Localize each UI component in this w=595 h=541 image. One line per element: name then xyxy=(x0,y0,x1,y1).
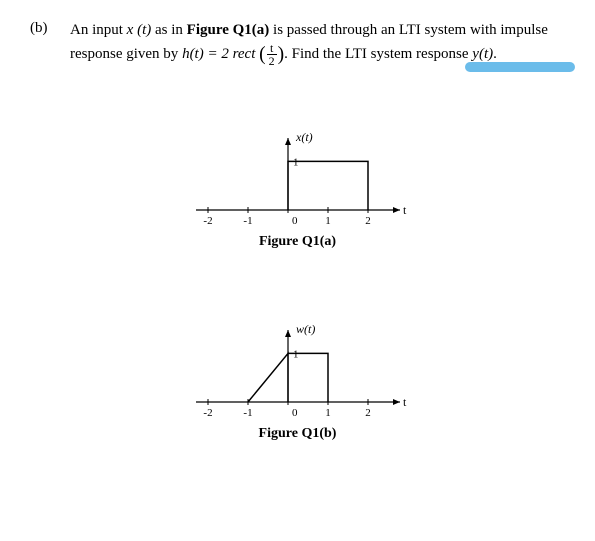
t2a: response given by xyxy=(70,46,182,62)
t2c: . xyxy=(493,46,497,62)
figure-a-caption: Figure Q1(a) xyxy=(259,234,336,250)
xt: x (t) xyxy=(127,22,152,38)
svg-text:1: 1 xyxy=(293,349,299,361)
svg-text:1: 1 xyxy=(325,215,331,227)
figure-b-svg: -2 -1 0 1 2 w(t) t 1 xyxy=(188,320,408,420)
t2b: . Find the LTI system response xyxy=(284,46,472,62)
svg-text:-1: -1 xyxy=(243,407,252,419)
svg-text:-1: -1 xyxy=(243,215,252,227)
svg-text:2: 2 xyxy=(365,215,371,227)
svg-text:t: t xyxy=(403,395,407,409)
svg-text:2: 2 xyxy=(365,407,371,419)
ht: h(t) = 2 rect xyxy=(182,46,255,62)
lparen: ( xyxy=(259,44,266,65)
frac-den: 2 xyxy=(267,55,277,67)
fraction: t2 xyxy=(267,42,277,67)
svg-text:-2: -2 xyxy=(203,215,212,227)
svg-text:w(t): w(t) xyxy=(296,322,315,336)
question-body: An input x (t) as in Figure Q1(a) is pas… xyxy=(70,20,565,68)
svg-text:0: 0 xyxy=(292,407,298,419)
figure-a-svg: -2 -1 0 1 2 x(t) t 1 xyxy=(188,128,408,228)
svg-text:1: 1 xyxy=(293,157,299,169)
highlight-mark xyxy=(465,62,575,72)
question-row: (b) An input x (t) as in Figure Q1(a) is… xyxy=(30,20,565,68)
t1c: is passed through an LTI system with imp… xyxy=(269,22,548,38)
figure-b-caption: Figure Q1(b) xyxy=(259,426,337,442)
yt: y(t) xyxy=(472,46,493,62)
t1b: as in xyxy=(151,22,186,38)
svg-text:x(t): x(t) xyxy=(295,130,313,144)
figures-container: -2 -1 0 1 2 x(t) t 1 Figure Q1(a) -2 -1 0 1 2 w(t) t 1… xyxy=(30,128,565,442)
svg-text:-2: -2 xyxy=(203,407,212,419)
figure-b-block: -2 -1 0 1 2 w(t) t 1 Figure Q1(b) xyxy=(188,320,408,442)
svg-text:t: t xyxy=(403,203,407,217)
svg-text:1: 1 xyxy=(325,407,331,419)
svg-text:0: 0 xyxy=(292,215,298,227)
part-label: (b) xyxy=(30,20,70,37)
t1a: An input xyxy=(70,22,127,38)
figure-a-block: -2 -1 0 1 2 x(t) t 1 Figure Q1(a) xyxy=(188,128,408,250)
fig-ref: Figure Q1(a) xyxy=(187,22,270,38)
